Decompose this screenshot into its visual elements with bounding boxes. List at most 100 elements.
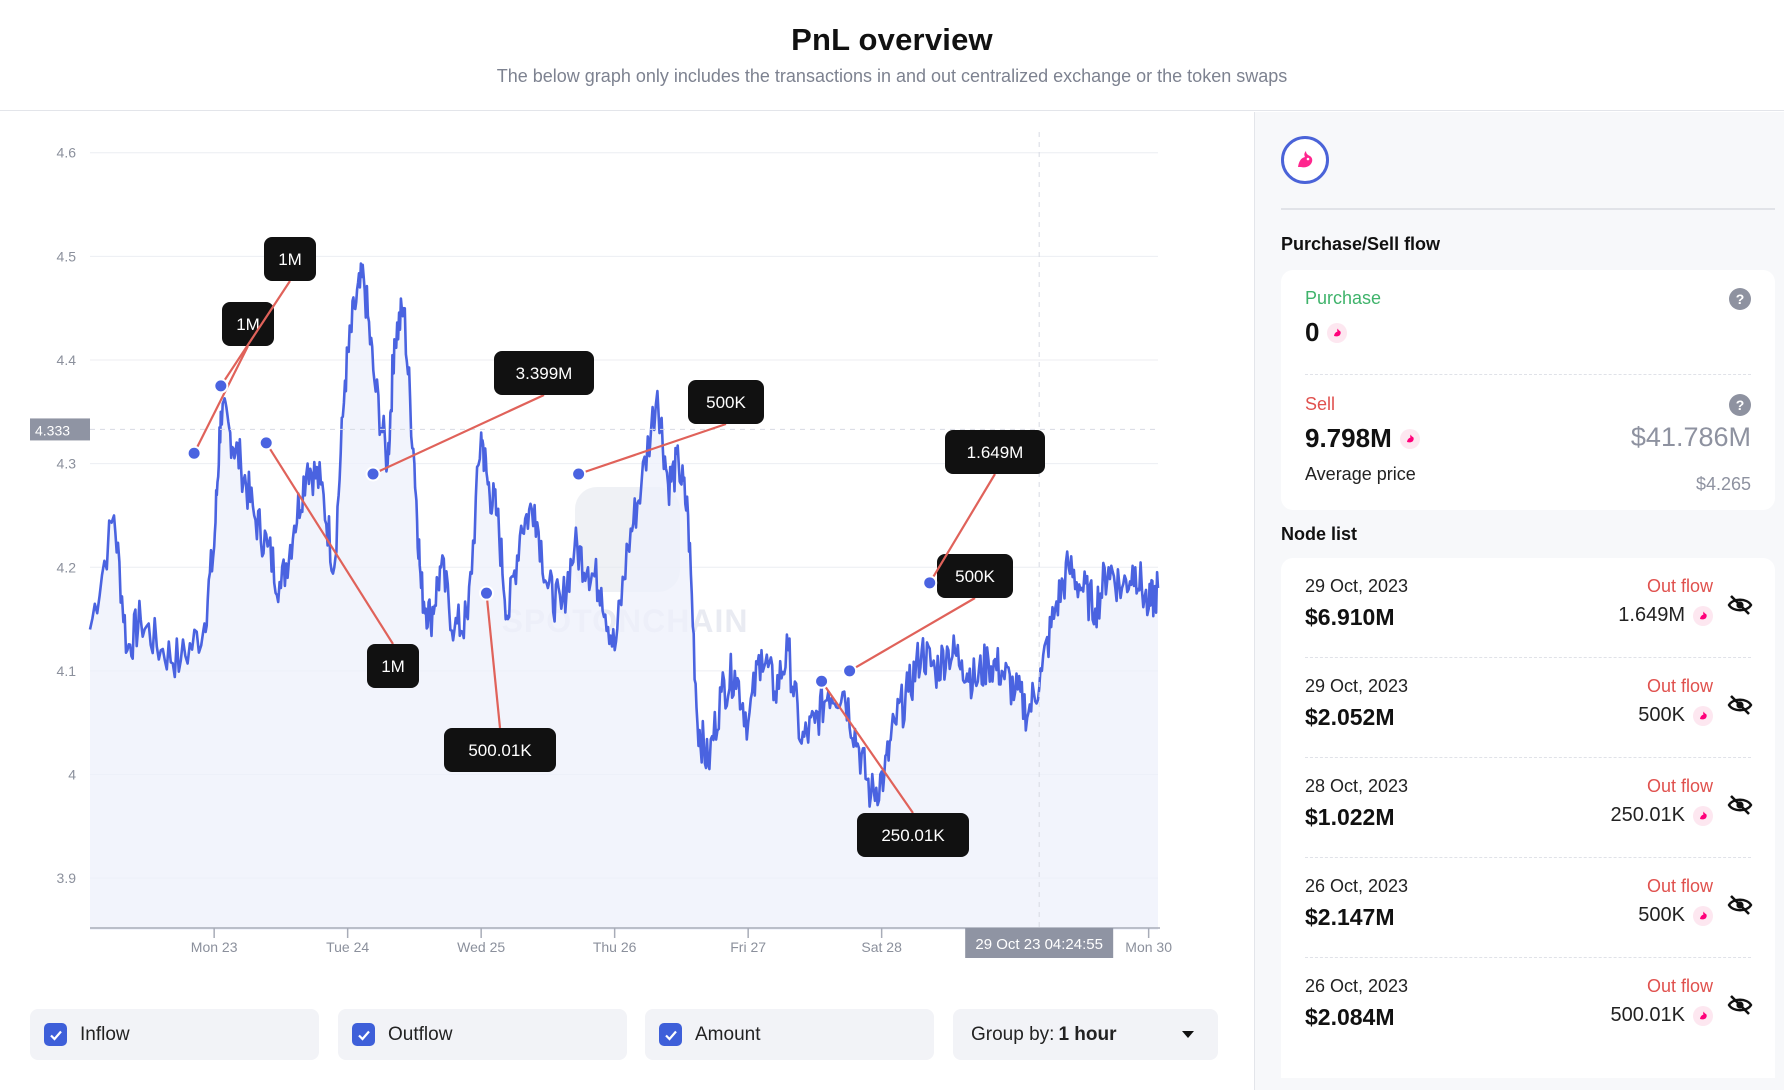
node-date: 26 Oct, 2023 <box>1305 976 1409 996</box>
x-tick-label: Wed 25 <box>457 939 505 955</box>
annotation-label-box[interactable] <box>494 351 594 395</box>
node-flow-type: Out flow <box>1646 776 1713 796</box>
annotation-label-box[interactable] <box>937 554 1013 598</box>
x-tick-label: Mon 23 <box>191 939 238 955</box>
annotation-label-text: 500.01K <box>468 741 532 760</box>
annotation-label-box[interactable] <box>945 430 1045 474</box>
node-amount: 500.01K <box>1610 1004 1685 1026</box>
sidebar: Purchase/Sell flow Purchase ? 0 Sell ? 9… <box>1254 112 1784 1090</box>
annotation-label-box[interactable] <box>688 380 764 424</box>
node-list-item[interactable]: 26 Oct, 2023 $2.084M Out flow 500.01K <box>1281 958 1775 1058</box>
uniswap-unicorn-icon[interactable] <box>1281 136 1329 184</box>
node-divider <box>1305 857 1751 858</box>
node-list-item[interactable]: 28 Oct, 2023 $1.022M Out flow 250.01K <box>1281 758 1775 858</box>
x-tick-label: Sat 28 <box>861 939 902 955</box>
annotation-point[interactable] <box>478 585 494 601</box>
y-tick-label: 4.2 <box>57 559 77 575</box>
uni-token-icon <box>1693 905 1713 926</box>
outflow-toggle[interactable]: Outflow <box>338 1009 627 1060</box>
page-subtitle: The below graph only includes the transa… <box>496 66 1288 86</box>
crosshair-x-badge <box>965 928 1114 958</box>
annotation-point[interactable] <box>922 575 938 591</box>
node-divider <box>1305 957 1751 958</box>
purchase-value-row: 0 <box>1305 317 1751 348</box>
uni-token-icon <box>1693 805 1713 826</box>
x-tick-label: Fri 27 <box>730 939 766 955</box>
average-price-value: $4.265 <box>1695 474 1751 494</box>
y-tick-label: 4.3 <box>57 456 77 472</box>
annotation-point[interactable] <box>814 673 830 689</box>
sell-value: 9.798M <box>1305 423 1392 453</box>
card-divider <box>1305 374 1751 375</box>
eye-off-icon[interactable] <box>1727 994 1753 1021</box>
annotation-label-box[interactable] <box>264 237 316 281</box>
sell-usd-value: $41.786M <box>1630 422 1751 452</box>
page-header: PnL overview The below graph only includ… <box>0 0 1784 111</box>
crosshair-x-label: 29 Oct 23 04:24:55 <box>975 936 1103 953</box>
eye-off-icon[interactable] <box>1727 694 1753 721</box>
annotation-connector <box>485 593 502 729</box>
annotation-connector <box>928 473 996 584</box>
y-tick-label: 3.9 <box>57 870 77 886</box>
annotation-label-box[interactable] <box>857 813 969 857</box>
y-tick-label: 4.1 <box>57 663 77 679</box>
node-list: 29 Oct, 2023 $6.910M Out flow 1.649M 29 Oct,… <box>1281 558 1775 1078</box>
node-flow-type: Out flow <box>1646 976 1713 996</box>
amount-label: Amount <box>695 1023 761 1045</box>
annotation-label-box[interactable] <box>444 728 556 772</box>
y-tick-label: 4.5 <box>57 248 77 264</box>
checkbox-checked-icon[interactable] <box>659 1023 682 1046</box>
node-amount-row: 500.01K <box>1610 1004 1713 1027</box>
annotation-label-box[interactable] <box>222 302 274 346</box>
annotation-label-text: 3.399M <box>516 364 573 383</box>
node-usd-value: $2.147M <box>1305 904 1395 930</box>
node-list-item[interactable]: 29 Oct, 2023 $6.910M Out flow 1.649M <box>1281 558 1775 658</box>
eye-off-icon[interactable] <box>1727 594 1753 621</box>
help-icon[interactable]: ? <box>1729 288 1751 310</box>
crosshair-y-label: 4.333 <box>35 422 70 438</box>
node-list-item[interactable]: 29 Oct, 2023 $2.052M Out flow 500K <box>1281 658 1775 758</box>
annotation-connector <box>820 680 914 814</box>
y-tick-label: 4.6 <box>57 145 77 161</box>
group-by-select[interactable]: Group by: 1 hour <box>953 1009 1218 1060</box>
annotation-label-text: 1.649M <box>967 443 1024 462</box>
annotation-point[interactable] <box>186 445 202 461</box>
annotation-point[interactable] <box>365 466 381 482</box>
eye-off-icon[interactable] <box>1727 794 1753 821</box>
pnl-chart-svg[interactable]: 3.944.14.24.34.44.54.6SPOTONCHAIN4.333Mo… <box>0 112 1254 992</box>
chevron-down-icon[interactable] <box>1182 1031 1194 1038</box>
group-by-label: Group by: <box>971 1023 1055 1045</box>
annotation-label-box[interactable] <box>367 644 419 688</box>
average-price-label: Average price <box>1305 464 1416 484</box>
sell-value-row: 9.798M <box>1305 423 1751 454</box>
annotation-point[interactable] <box>213 378 229 394</box>
annotation-point[interactable] <box>258 435 274 451</box>
annotation-label-text: 500K <box>955 567 995 586</box>
y-tick-label: 4 <box>68 767 76 783</box>
uni-token-icon <box>1327 322 1348 343</box>
purchase-sell-card: Purchase ? 0 Sell ? 9.798M $41.786M Aver… <box>1281 270 1775 510</box>
annotation-point[interactable] <box>571 466 587 482</box>
chart-toggles: Inflow Outflow Amount Group by: 1 hour <box>30 1009 1220 1060</box>
annotation-label-text: 1M <box>278 250 302 269</box>
help-icon[interactable]: ? <box>1729 394 1751 416</box>
annotation-connector <box>265 442 394 645</box>
annotation-label-text: 1M <box>236 315 260 334</box>
eye-off-icon[interactable] <box>1727 894 1753 921</box>
price-line[interactable] <box>88 262 1160 808</box>
group-by-value: 1 hour <box>1058 1023 1117 1045</box>
node-list-item[interactable]: 26 Oct, 2023 $2.147M Out flow 500K <box>1281 858 1775 958</box>
uni-token-icon <box>1693 605 1713 626</box>
annotation-point[interactable] <box>842 663 858 679</box>
amount-toggle[interactable]: Amount <box>645 1009 934 1060</box>
node-amount-row: 1.649M <box>1618 604 1713 627</box>
node-usd-value: $6.910M <box>1305 604 1395 630</box>
purchase-value: 0 <box>1305 317 1320 347</box>
inflow-toggle[interactable]: Inflow <box>30 1009 319 1060</box>
checkbox-checked-icon[interactable] <box>352 1023 375 1046</box>
checkbox-checked-icon[interactable] <box>44 1023 67 1046</box>
annotation-connector <box>219 280 291 387</box>
node-amount-row: 500K <box>1638 704 1713 727</box>
sidebar-divider <box>1281 208 1775 210</box>
pnl-chart[interactable]: 3.944.14.24.34.44.54.6SPOTONCHAIN4.333Mo… <box>0 112 1254 1090</box>
